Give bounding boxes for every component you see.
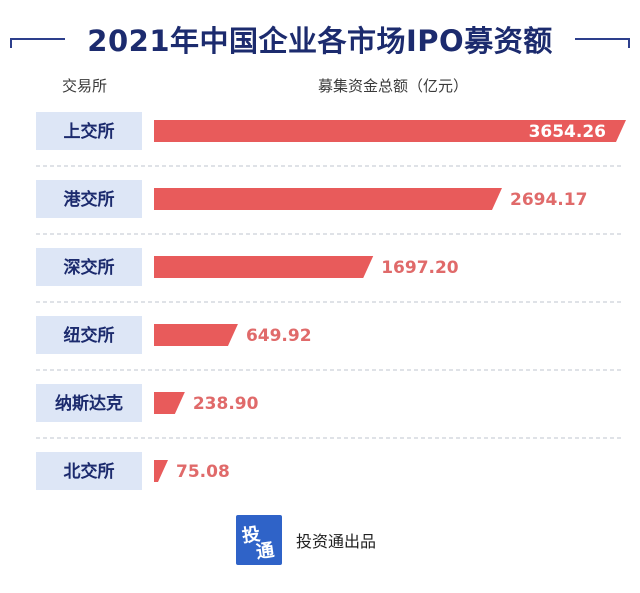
bar: [154, 188, 502, 210]
logo-char-2: 通: [254, 539, 276, 564]
bar: [154, 460, 168, 482]
bar: [154, 392, 185, 414]
data-label: 649.92: [246, 326, 312, 346]
category-label-box: [36, 452, 142, 490]
category-label: 纳斯达克: [55, 393, 123, 414]
data-label: 1697.20: [381, 258, 459, 278]
category-label: 深交所: [64, 257, 115, 278]
category-label-box: [36, 180, 142, 218]
category-header: 交易所: [62, 77, 108, 95]
title-rule-right: [575, 38, 630, 40]
footer: 投 通 投资通出品: [236, 515, 376, 565]
footer-credit: 投资通出品: [296, 532, 377, 551]
bar: [154, 120, 626, 142]
title-rule-tick-right: [628, 38, 630, 48]
chart-title: 2021年中国企业各市场IPO募资额: [87, 24, 553, 58]
category-label: 港交所: [64, 189, 115, 210]
title-rule-left: [10, 38, 65, 40]
bar: [154, 324, 238, 346]
category-label: 上交所: [64, 121, 115, 142]
category-label-box: [36, 384, 142, 422]
data-label: 3654.26: [529, 122, 606, 142]
data-label: 75.08: [176, 462, 230, 482]
category-label-box: [36, 316, 142, 354]
title-rule-tick-left: [10, 38, 12, 48]
data-label: 2694.17: [510, 190, 587, 210]
category-label-box: [36, 248, 142, 286]
title-area: 2021年中国企业各市场IPO募资额: [0, 0, 640, 80]
category-label-box: [36, 112, 142, 150]
bar: [154, 256, 374, 278]
data-label: 238.90: [193, 394, 259, 414]
category-label: 纽交所: [64, 325, 115, 346]
brand-logo: 投 通: [236, 515, 282, 565]
value-header: 募集资金总额（亿元）: [318, 77, 469, 95]
category-label: 北交所: [64, 461, 115, 482]
